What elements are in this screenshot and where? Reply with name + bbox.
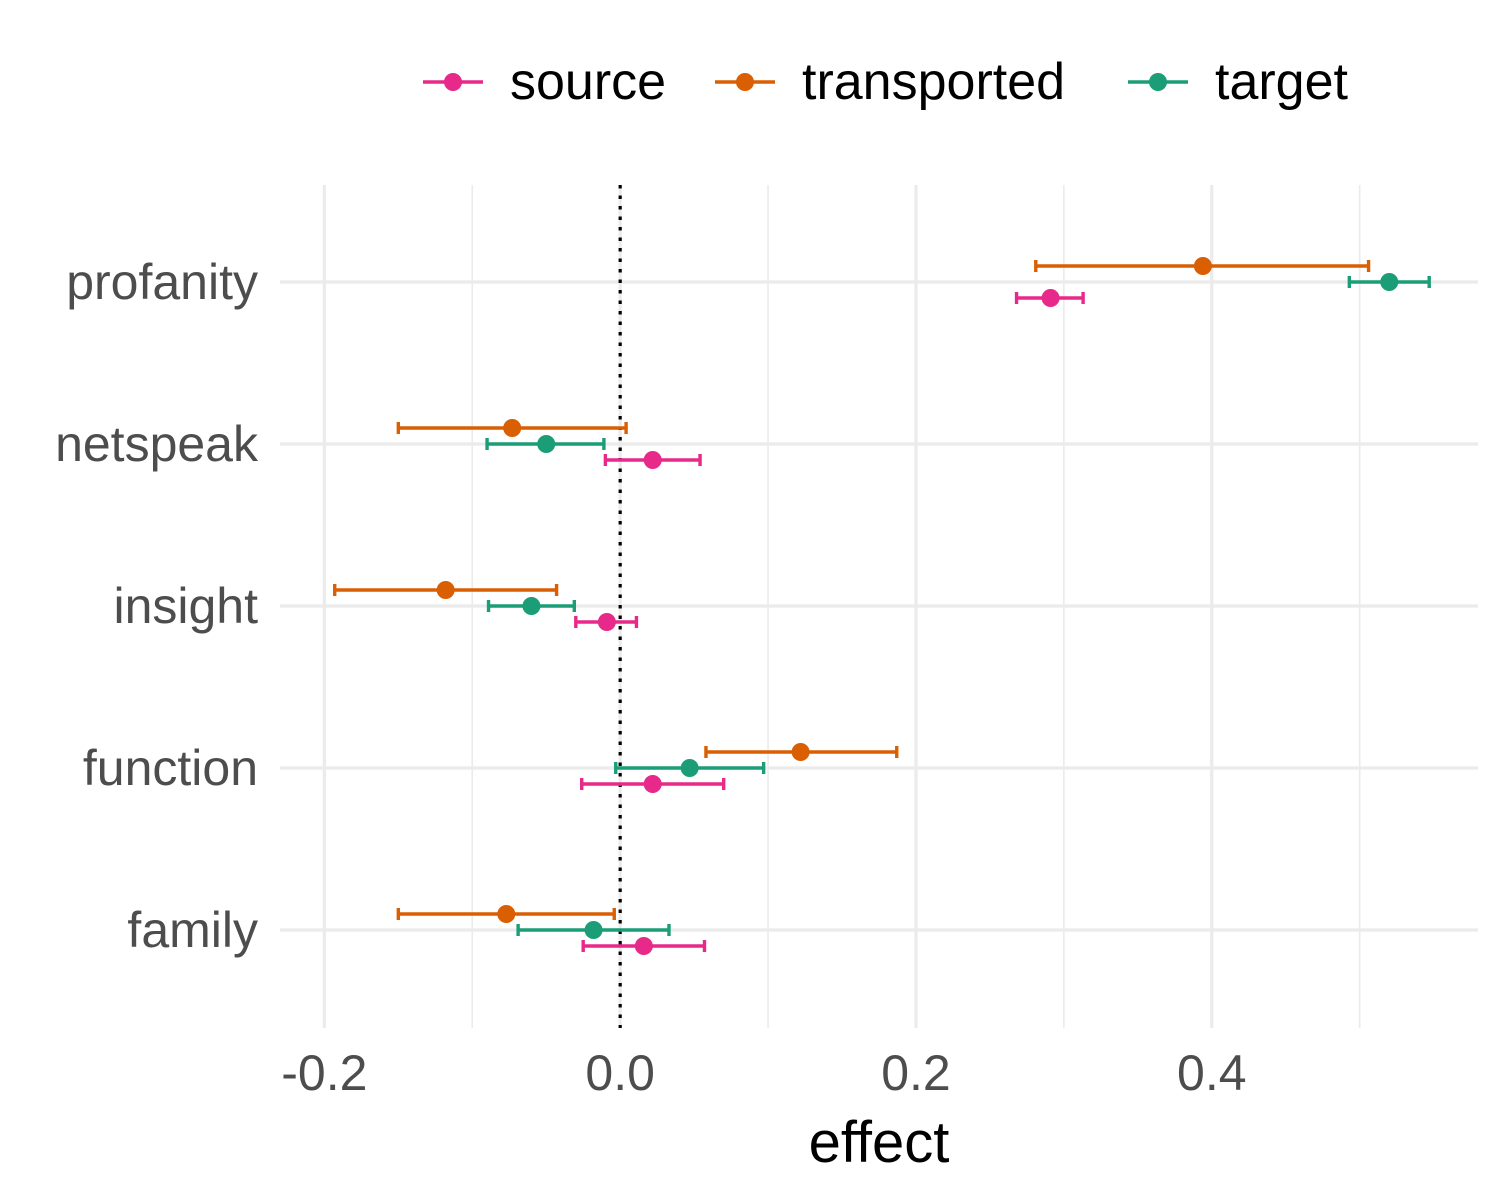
- point-range-transported-profanity: [1034, 257, 1371, 275]
- legend-item-source: source: [423, 53, 666, 111]
- point-range-target-netspeak: [485, 435, 606, 453]
- point-range-source-insight: [574, 613, 639, 631]
- legend-label: transported: [802, 53, 1065, 111]
- legend-item-transported: transported: [715, 53, 1065, 111]
- point-range-source-function: [580, 775, 726, 793]
- point-target: [537, 435, 556, 453]
- point-range-source-profanity: [1014, 289, 1085, 307]
- axis-layer: profanity netspeak insight function family -0…: [55, 254, 1246, 1175]
- point-range-target-profanity: [1347, 273, 1431, 291]
- x-tick-label: 0.4: [1177, 1045, 1247, 1101]
- y-tick-label-insight: insight: [113, 578, 258, 634]
- point-range-transported-insight: [333, 581, 559, 599]
- y-tick-label-family: family: [127, 902, 258, 958]
- point-source: [643, 775, 662, 793]
- point-transported: [1193, 257, 1212, 275]
- grid-layer: [280, 185, 1478, 1028]
- point-range-target-family: [516, 921, 671, 939]
- point-range-transported-netspeak: [396, 419, 628, 437]
- x-tick-label: 0.0: [585, 1045, 655, 1101]
- point-range-transported-function: [704, 743, 899, 761]
- point-target: [1380, 273, 1399, 291]
- point-source: [634, 937, 653, 955]
- point-target: [522, 597, 541, 615]
- point-source: [1041, 289, 1060, 307]
- y-tick-label-profanity: profanity: [66, 254, 258, 310]
- point-source: [597, 613, 616, 631]
- data-layer: [333, 257, 1431, 955]
- point-transported: [503, 419, 522, 437]
- legend: source transported target: [423, 53, 1349, 111]
- point-range-transported-family: [396, 905, 616, 923]
- point-target: [680, 759, 699, 777]
- y-tick-label-function: function: [83, 740, 258, 796]
- legend-label: target: [1215, 53, 1349, 111]
- legend-item-target: target: [1128, 53, 1349, 111]
- point-range-target-insight: [486, 597, 577, 615]
- point-range-source-family: [581, 937, 707, 955]
- legend-key-point: [736, 73, 754, 91]
- legend-key-point: [1149, 73, 1167, 91]
- point-range-source-netspeak: [603, 451, 702, 469]
- legend-key-point: [444, 73, 462, 91]
- point-transported: [436, 581, 455, 599]
- point-target: [584, 921, 603, 939]
- y-tick-label-netspeak: netspeak: [55, 416, 259, 472]
- x-axis-title: effect: [809, 1110, 950, 1175]
- point-transported: [497, 905, 516, 923]
- x-tick-label: -0.2: [281, 1045, 367, 1101]
- point-range-target-function: [614, 759, 766, 777]
- legend-label: source: [510, 53, 666, 111]
- point-source: [643, 451, 662, 469]
- x-tick-label: 0.2: [881, 1045, 951, 1101]
- point-transported: [791, 743, 810, 761]
